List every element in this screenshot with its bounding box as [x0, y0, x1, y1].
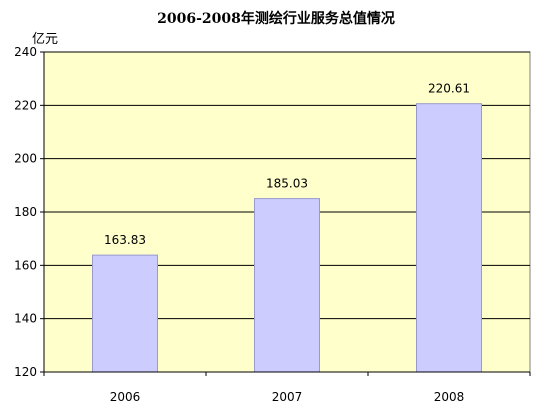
- data-label-2008: 220.61: [428, 82, 470, 96]
- data-label-2007: 185.03: [266, 177, 308, 191]
- y-tick-label: 160: [14, 258, 37, 272]
- bar-2008: [416, 103, 482, 373]
- data-label-2006: 163.83: [104, 233, 146, 247]
- y-tick-label: 240: [14, 45, 37, 59]
- y-tick-label: 140: [14, 312, 37, 326]
- chart-title: 2006-2008年测绘行业服务总值情况: [157, 11, 395, 27]
- y-axis-unit-label: 亿元: [32, 32, 59, 47]
- y-tick-label: 180: [14, 205, 37, 219]
- y-tick-label: 120: [14, 365, 37, 379]
- bar-2006: [92, 254, 158, 373]
- x-tick-label-2007: 2007: [272, 390, 303, 404]
- x-tick-label-2006: 2006: [110, 390, 141, 404]
- y-tick-label: 220: [14, 98, 37, 112]
- y-tick-label: 200: [14, 152, 37, 166]
- bar-2007: [254, 198, 320, 373]
- x-tick-label-2008: 2008: [434, 390, 465, 404]
